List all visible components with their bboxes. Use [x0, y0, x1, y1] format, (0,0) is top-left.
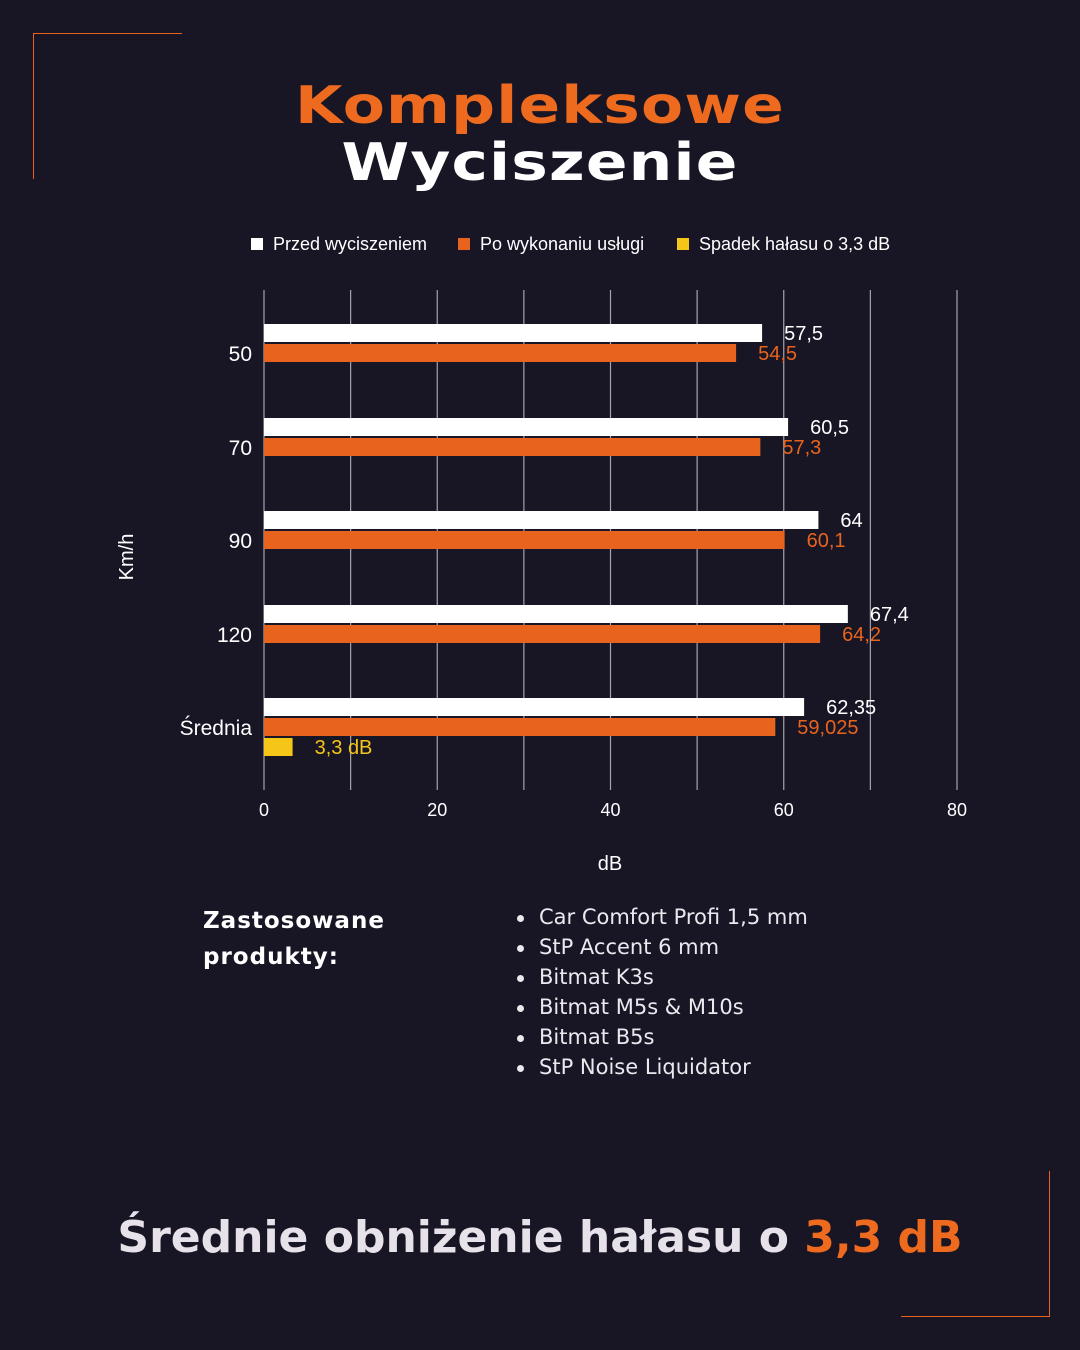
data-label: 57,3	[782, 437, 821, 459]
summary-highlight: 3,3 dB	[804, 1212, 963, 1263]
category-label: 70	[229, 437, 252, 460]
bar	[264, 418, 789, 436]
data-label: 54,5	[758, 343, 797, 365]
legend-label: Przed wyciszeniem	[273, 234, 427, 254]
category-label: 90	[229, 530, 252, 553]
bar	[264, 438, 761, 456]
bar	[264, 625, 821, 643]
bar	[264, 344, 737, 362]
product-item: StP Accent 6 mm	[515, 932, 808, 962]
products-title-line-1: Zastosowane	[203, 908, 385, 934]
x-tick-label: 20	[427, 800, 447, 820]
title-line-2: Wyciszenie	[341, 133, 739, 193]
category-label: Średnia	[180, 716, 253, 740]
summary-text: Średnie obniżenie hałasu o	[117, 1212, 805, 1263]
x-tick-label: 0	[259, 800, 269, 820]
product-item: Car Comfort Profi 1,5 mm	[515, 902, 808, 932]
data-label: 67,4	[870, 604, 909, 626]
product-item: Bitmat B5s	[515, 1022, 808, 1052]
bar	[264, 324, 763, 342]
bar	[264, 698, 805, 716]
data-label: 59,025	[797, 717, 858, 739]
bar	[264, 738, 293, 756]
x-tick-label: 80	[947, 800, 967, 820]
x-tick-label: 60	[774, 800, 794, 820]
product-item: StP Noise Liquidator	[515, 1052, 808, 1082]
data-label: 60,5	[810, 417, 849, 439]
bar	[264, 531, 785, 549]
legend-swatch	[458, 238, 470, 250]
products-title-line-2: produkty:	[203, 944, 339, 970]
y-axis-title: Km/h	[116, 534, 138, 581]
bar	[264, 718, 776, 736]
legend-label: Spadek hałasu o 3,3 dB	[699, 234, 890, 254]
product-item: Bitmat K3s	[515, 962, 808, 992]
summary-footer: Średnie obniżenie hałasu o 3,3 dB	[0, 1212, 1080, 1263]
corner-frame-bottom-right	[901, 1171, 1050, 1317]
legend-label: Po wykonaniu usługi	[480, 234, 644, 254]
data-label: 57,5	[784, 323, 823, 345]
x-axis-title: dB	[598, 853, 622, 875]
bar	[264, 605, 848, 623]
data-label: 60,1	[807, 530, 846, 552]
category-label: 120	[217, 624, 252, 647]
products-list: Car Comfort Profi 1,5 mm StP Accent 6 mm…	[515, 902, 808, 1082]
bar	[264, 511, 819, 529]
corner-frame-top-left	[33, 33, 182, 179]
products-title: Zastosowane produkty:	[203, 903, 385, 975]
category-label: 50	[229, 343, 252, 366]
product-item: Bitmat M5s & M10s	[515, 992, 808, 1022]
data-label: 62,35	[826, 697, 876, 719]
legend-swatch	[677, 238, 689, 250]
data-label: 64	[840, 510, 862, 532]
title-line-1: Kompleksowe	[295, 76, 785, 136]
bar-chart: Przed wyciszeniem Po wykonaniu usługi Spad…	[116, 234, 967, 875]
x-tick-label: 40	[600, 800, 620, 820]
data-label: 64,2	[842, 624, 881, 646]
legend-swatch	[251, 238, 263, 250]
data-label: 3,3 dB	[315, 737, 373, 759]
